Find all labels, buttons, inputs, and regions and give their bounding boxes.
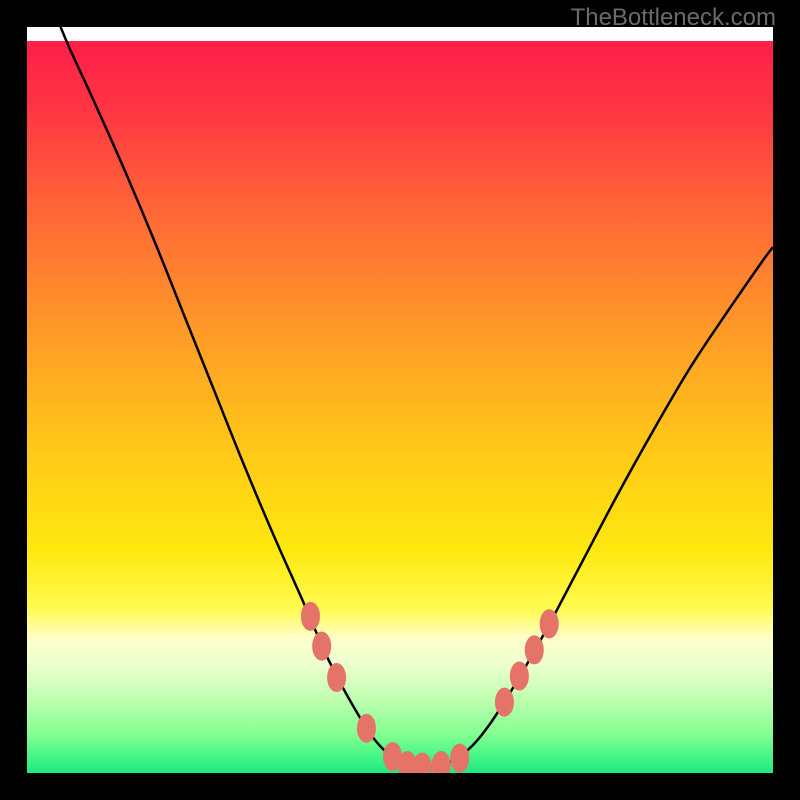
marker-point [525, 636, 543, 664]
watermark-white-strip [27, 27, 773, 41]
marker-point [357, 714, 375, 742]
chart-background [27, 27, 773, 773]
marker-point [451, 744, 469, 772]
bottleneck-chart [27, 27, 773, 773]
marker-point [510, 662, 528, 690]
marker-point [301, 602, 319, 630]
marker-point [313, 632, 331, 660]
marker-point [495, 688, 513, 716]
marker-point [432, 752, 450, 773]
marker-point [328, 664, 346, 692]
marker-point [540, 610, 558, 638]
